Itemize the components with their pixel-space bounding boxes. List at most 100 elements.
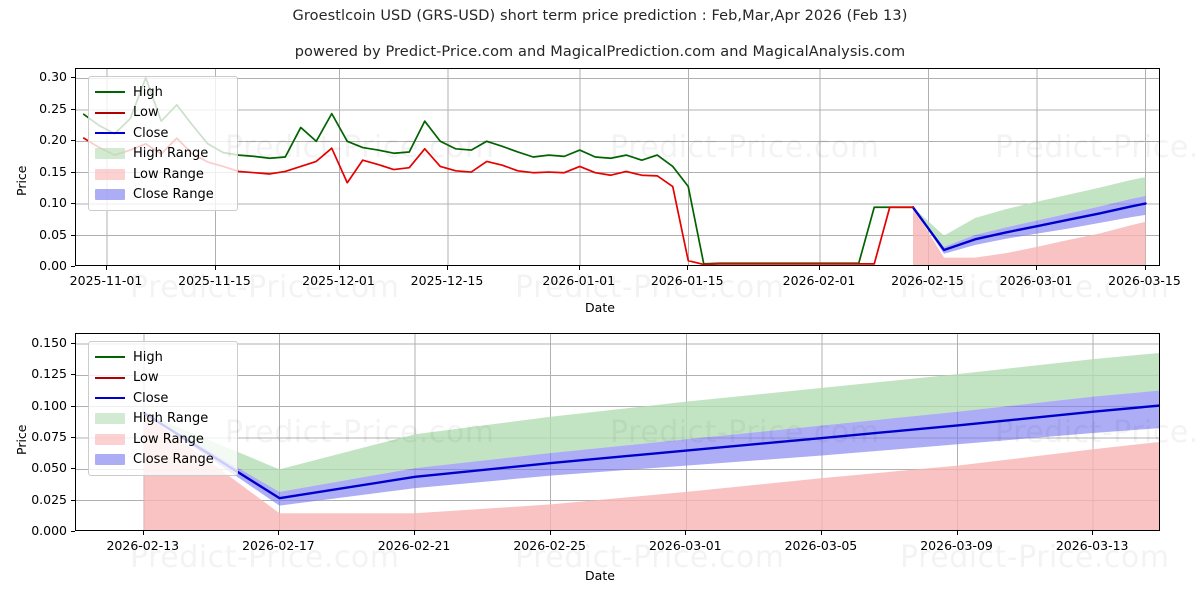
forecast-x-tick-label: 2026-03-01 <box>648 538 722 553</box>
overview-y-tick-mark <box>71 140 75 142</box>
forecast-y-tick-label: 0.075 <box>31 429 67 444</box>
overview-x-tick-mark <box>687 266 689 270</box>
overview-y-tick-mark <box>71 108 75 110</box>
forecast-x-tick-label: 2026-02-21 <box>377 538 451 553</box>
forecast-legend-item: Close <box>95 388 229 409</box>
forecast-x-tick-mark <box>414 531 416 535</box>
overview-x-tick-label: 2026-01-15 <box>650 273 724 288</box>
forecast-y-tick-label: 0.150 <box>31 335 67 351</box>
overview-legend-item: Close Range <box>95 185 229 206</box>
legend-patch-swatch-icon <box>95 433 125 445</box>
legend-label: Low <box>133 105 159 121</box>
forecast-y-tick-mark <box>71 499 75 501</box>
overview-x-tick-label: 2026-01-01 <box>542 273 616 288</box>
overview-y-tick-label: 0.20 <box>39 132 67 148</box>
forecast-x-tick-label: 2026-02-13 <box>106 538 180 553</box>
forecast-y-tick-label: 0.000 <box>31 523 67 538</box>
overview-y-tick-mark <box>71 203 75 205</box>
overview-x-tick-mark <box>106 266 107 270</box>
overview-x-axis-label: Date <box>585 300 615 315</box>
forecast-y-tick-label: 0.100 <box>31 397 67 413</box>
legend-label: High Range <box>133 146 209 162</box>
overview-y-tick-label: 0.30 <box>39 69 67 85</box>
overview-y-tick-mark <box>71 234 75 236</box>
overview-y-tick-mark <box>71 171 75 173</box>
overview-y-tick-label: 0.10 <box>39 195 67 211</box>
overview-x-tick-label: 2025-11-15 <box>178 273 251 288</box>
legend-line-swatch-icon <box>95 111 125 114</box>
overview-legend-item: Close <box>95 123 229 144</box>
forecast-y-tick-label: 0.050 <box>31 460 67 476</box>
legend-label: Close <box>133 125 169 141</box>
forecast-x-axis-label: Date <box>585 568 615 583</box>
forecast-legend: High Low Close High Range Low Range Close Ran… <box>88 341 238 476</box>
legend-label: Close Range <box>133 187 214 203</box>
forecast-y-tick-mark <box>71 405 75 407</box>
overview-x-tick-mark <box>1036 266 1037 270</box>
forecast-x-tick-mark <box>956 531 958 535</box>
legend-label: High <box>133 84 163 100</box>
forecast-x-tick-mark <box>685 531 687 535</box>
forecast-y-tick-mark <box>71 468 75 470</box>
overview-x-tick-label: 2025-11-01 <box>69 273 143 288</box>
overview-y-tick-label: 0.00 <box>39 258 67 273</box>
overview-x-tick-mark <box>338 266 340 270</box>
overview-legend: High Low Close High Range Low Range Close Ran… <box>88 76 238 211</box>
legend-label: High <box>133 349 163 365</box>
overview-y-tick-label: 0.15 <box>39 163 67 179</box>
legend-line-swatch-icon <box>95 356 125 359</box>
forecast-x-tick-mark <box>820 531 822 535</box>
forecast-x-tick-mark <box>549 531 551 535</box>
page-title: Groestlcoin USD (GRS-USD) short term pri… <box>292 8 908 24</box>
forecast-y-tick-mark <box>71 343 75 345</box>
overview-legend-item: High <box>95 82 229 103</box>
forecast-x-tick-label: 2026-03-05 <box>784 538 858 553</box>
forecast-legend-item: Close Range <box>95 450 229 471</box>
forecast-x-tick-label: 2026-02-17 <box>242 538 315 553</box>
forecast-legend-item: High Range <box>95 409 229 430</box>
overview-x-tick-label: 2025-12-15 <box>410 273 484 288</box>
forecast-x-tick-mark <box>1092 531 1094 535</box>
forecast-x-tick-label: 2026-02-25 <box>513 538 587 553</box>
overview-x-tick-mark <box>1144 266 1146 270</box>
legend-line-swatch-icon <box>95 397 125 400</box>
forecast-y-tick-label: 0.025 <box>31 491 67 507</box>
overview-x-tick-label: 2026-02-15 <box>891 273 964 288</box>
forecast-y-tick-label: 0.125 <box>31 366 67 382</box>
overview-x-tick-label: 2026-03-01 <box>999 273 1073 288</box>
legend-label: Low Range <box>133 431 204 447</box>
legend-patch-swatch-icon <box>95 148 125 160</box>
legend-line-swatch-icon <box>95 376 125 379</box>
overview-x-tick-label: 2026-03-15 <box>1108 273 1181 288</box>
forecast-legend-item: High <box>95 347 229 368</box>
forecast-legend-item: Low Range <box>95 429 229 450</box>
forecast-y-tick-mark <box>71 374 75 376</box>
overview-legend-item: High Range <box>95 144 229 165</box>
forecast-x-tick-mark <box>142 531 144 535</box>
forecast-x-tick-mark <box>278 531 280 535</box>
overview-x-tick-label: 2025-12-01 <box>302 273 375 288</box>
overview-y-tick-mark <box>71 77 75 79</box>
page-subtitle: powered by Predict-Price.com and Magical… <box>294 44 906 60</box>
forecast-legend-item: Low <box>95 368 229 389</box>
overview-y-tick-label: 0.05 <box>39 226 67 242</box>
legend-patch-swatch-icon <box>95 189 125 201</box>
legend-label: Low <box>133 370 159 386</box>
legend-line-swatch-icon <box>95 91 125 94</box>
legend-label: Low Range <box>133 166 204 182</box>
forecast-x-tick-label: 2026-03-13 <box>1055 538 1129 553</box>
forecast-y-tick-mark <box>71 531 75 532</box>
overview-x-tick-mark <box>447 266 448 270</box>
overview-legend-item: Low <box>95 103 229 124</box>
overview-x-tick-label: 2026-02-01 <box>782 273 856 288</box>
forecast-x-tick-label: 2026-03-09 <box>920 538 993 553</box>
legend-patch-swatch-icon <box>95 413 125 425</box>
legend-line-swatch-icon <box>95 132 125 135</box>
overview-y-tick-label: 0.25 <box>39 100 67 116</box>
legend-label: Close Range <box>133 452 214 468</box>
overview-x-tick-mark <box>819 266 820 270</box>
overview-legend-item: Low Range <box>95 164 229 185</box>
overview-x-tick-mark <box>927 266 929 270</box>
forecast-y-tick-mark <box>71 437 75 438</box>
